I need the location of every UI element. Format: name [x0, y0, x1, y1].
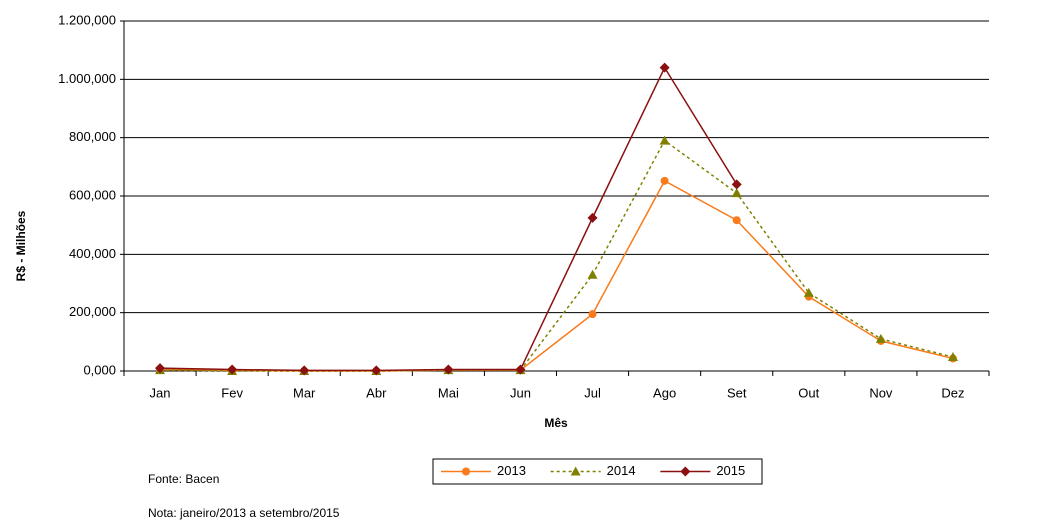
x-tick-label: Ago [653, 385, 676, 400]
marker [587, 269, 598, 279]
x-tick-label: Mai [438, 385, 459, 400]
x-tick-label: Fev [221, 385, 243, 400]
y-tick-label: 600,000 [69, 187, 116, 202]
y-tick-label: 400,000 [69, 246, 116, 261]
y-tick-label: 800,000 [69, 129, 116, 144]
marker [660, 176, 669, 185]
x-tick-label: Nov [869, 385, 893, 400]
marker [462, 467, 470, 476]
marker [947, 352, 958, 361]
marker [587, 212, 598, 223]
series-line [160, 139, 954, 372]
series-line [160, 179, 954, 372]
source-note: Fonte: Bacen [148, 472, 219, 486]
x-tick-label: Mar [293, 385, 316, 400]
x-tick-label: Jun [510, 385, 531, 400]
marker [588, 310, 597, 319]
legend-label: 2013 [497, 463, 526, 478]
y-tick-label: 1.200,000 [58, 12, 116, 27]
marker [371, 365, 382, 376]
marker [732, 216, 741, 225]
marker [515, 364, 526, 375]
x-tick-label: Abr [366, 385, 387, 400]
x-tick-label: Jan [150, 385, 171, 400]
footnote: Nota: janeiro/2013 a setembro/2015 [148, 506, 340, 520]
series-line [160, 66, 738, 372]
marker [803, 287, 814, 297]
marker [443, 364, 454, 375]
marker [570, 466, 581, 476]
x-tick-label: Out [798, 385, 819, 400]
x-axis-label: Mês [544, 416, 568, 430]
x-tick-label: Jul [584, 385, 601, 400]
legend-label: 2014 [607, 463, 636, 478]
marker [875, 333, 886, 343]
y-tick-label: 200,000 [69, 304, 116, 319]
legend-label: 2015 [716, 463, 745, 478]
x-tick-label: Dez [941, 385, 964, 400]
marker [155, 363, 166, 374]
x-tick-label: Set [727, 385, 747, 400]
marker [659, 62, 670, 73]
y-tick-label: 1.000,000 [58, 71, 116, 86]
marker [659, 135, 670, 145]
marker [731, 179, 742, 190]
marker [227, 364, 238, 375]
marker [299, 365, 310, 376]
marker [731, 188, 742, 198]
y-tick-label: 0,000 [83, 362, 116, 377]
y-axis-label: R$ - Milhões [14, 210, 28, 281]
marker [680, 466, 691, 477]
